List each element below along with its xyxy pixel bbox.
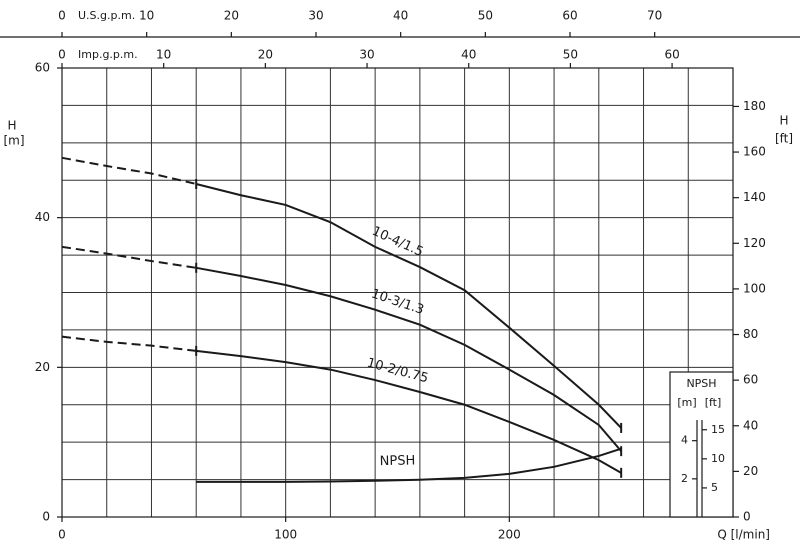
y-axis-label: H bbox=[7, 119, 16, 133]
curve bbox=[196, 349, 622, 474]
curve-extrapolated bbox=[61, 156, 197, 185]
y-tick-label: 20 bbox=[35, 360, 50, 374]
y-axis-unit: [m] bbox=[3, 134, 24, 148]
y2-tick-label: 0 bbox=[743, 510, 751, 524]
curve-extrapolated bbox=[61, 335, 197, 352]
y2-tick-label: 80 bbox=[743, 327, 758, 341]
y2-tick-label: 120 bbox=[743, 236, 766, 250]
curve bbox=[196, 447, 622, 483]
npsh-title: NPSH bbox=[686, 377, 716, 390]
npsh-ft-unit: [ft] bbox=[705, 396, 722, 409]
npsh-ft-tick-label: 5 bbox=[711, 481, 718, 494]
top-tick-label: 0 bbox=[58, 48, 66, 62]
y2-tick-label: 100 bbox=[743, 281, 766, 295]
top-tick-label: 0 bbox=[58, 9, 66, 23]
curve bbox=[195, 183, 622, 429]
curve-label: NPSH bbox=[380, 453, 416, 469]
y2-axis-label: H bbox=[779, 114, 788, 128]
x-tick-label: 0 bbox=[58, 528, 66, 542]
y-tick-label: 40 bbox=[35, 210, 50, 224]
top-tick-label: 50 bbox=[478, 9, 493, 23]
top-tick-label: 60 bbox=[562, 9, 577, 23]
top-tick-label: 60 bbox=[664, 48, 679, 62]
y-tick-label: 60 bbox=[35, 61, 50, 75]
x-tick-label: 100 bbox=[274, 528, 297, 542]
y2-tick-label: 20 bbox=[743, 464, 758, 478]
x-tick-label: 200 bbox=[498, 528, 521, 542]
npsh-m-unit: [m] bbox=[677, 396, 696, 409]
x-axis-label: Q [l/min] bbox=[717, 528, 770, 542]
curve-label: 10-3/1.3 bbox=[369, 286, 426, 318]
top-tick-label: 40 bbox=[461, 48, 476, 62]
top-axis-label: Imp.g.p.m. bbox=[78, 48, 138, 61]
y2-axis-unit: [ft] bbox=[775, 132, 793, 146]
top-tick-label: 10 bbox=[156, 48, 171, 62]
y-tick-label: 0 bbox=[42, 510, 50, 524]
top-tick-label: 30 bbox=[308, 9, 323, 23]
top-tick-label: 20 bbox=[258, 48, 273, 62]
top-tick-label: 30 bbox=[359, 48, 374, 62]
npsh-m-tick-label: 4 bbox=[681, 434, 688, 447]
y2-tick-label: 160 bbox=[743, 145, 766, 159]
top-tick-label: 10 bbox=[139, 9, 154, 23]
curve bbox=[196, 266, 622, 452]
y2-tick-label: 60 bbox=[743, 373, 758, 387]
top-tick-label: 70 bbox=[647, 9, 662, 23]
plot-frame bbox=[61, 67, 734, 518]
top-tick-label: 50 bbox=[563, 48, 578, 62]
y2-tick-label: 180 bbox=[743, 99, 766, 113]
top-axis-label: U.S.g.p.m. bbox=[78, 9, 135, 22]
top-tick-label: 40 bbox=[393, 9, 408, 23]
y2-tick-label: 40 bbox=[743, 418, 758, 432]
npsh-ft-tick-label: 10 bbox=[711, 452, 725, 465]
top-tick-label: 20 bbox=[224, 9, 239, 23]
curve-extrapolated bbox=[61, 245, 197, 269]
npsh-ft-tick-label: 15 bbox=[711, 423, 725, 436]
npsh-m-tick-label: 2 bbox=[681, 472, 688, 485]
y2-tick-label: 140 bbox=[743, 190, 766, 204]
